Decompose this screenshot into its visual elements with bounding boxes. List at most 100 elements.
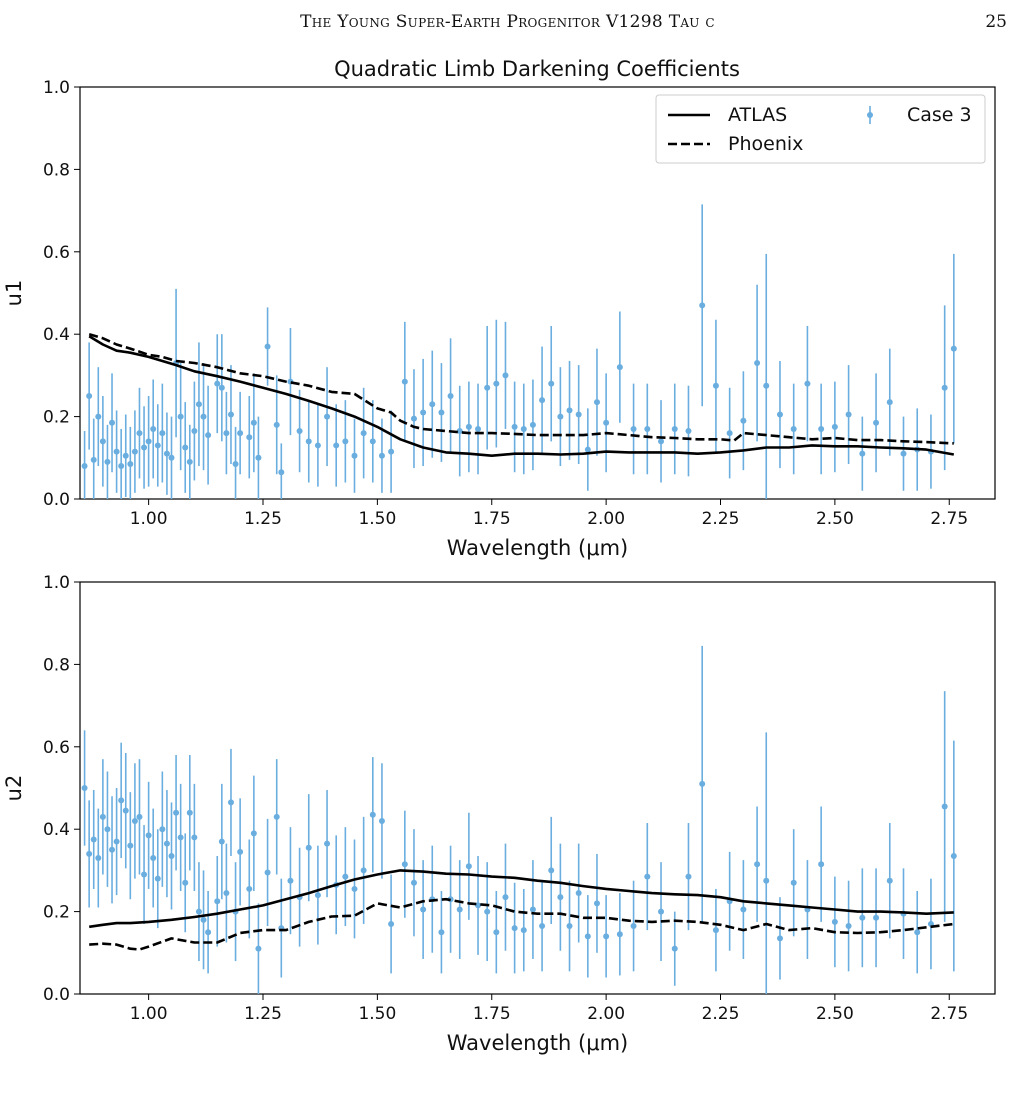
- data-point: [127, 460, 134, 467]
- data-point: [351, 452, 358, 459]
- data-point: [122, 452, 129, 459]
- data-point: [255, 454, 262, 461]
- data-point: [324, 413, 331, 420]
- data-point: [360, 430, 367, 437]
- data-point: [113, 448, 120, 455]
- data-point: [223, 430, 230, 437]
- data-point: [584, 933, 591, 940]
- y-tick-label: 0.0: [43, 985, 70, 1005]
- data-point: [845, 923, 852, 930]
- data-point: [186, 458, 193, 465]
- data-point: [511, 423, 518, 430]
- data-point: [539, 397, 546, 404]
- data-point: [804, 380, 811, 387]
- data-point: [699, 302, 706, 309]
- data-point: [401, 378, 408, 385]
- data-point: [287, 877, 294, 884]
- data-point: [465, 863, 472, 870]
- data-point: [131, 817, 138, 824]
- data-point: [305, 438, 312, 445]
- data-point: [493, 929, 500, 936]
- data-point: [776, 411, 783, 418]
- series-line-phoenix: [89, 897, 954, 951]
- data-point: [378, 452, 385, 459]
- data-point: [475, 902, 482, 909]
- data-point: [671, 945, 678, 952]
- data-point: [900, 450, 907, 457]
- legend: ATLAS Phoenix Case 3: [655, 94, 986, 164]
- data-point: [493, 380, 500, 387]
- data-point: [873, 914, 880, 921]
- data-point: [227, 799, 234, 806]
- data-point: [223, 890, 230, 897]
- data-point: [941, 384, 948, 391]
- data-point: [99, 438, 106, 445]
- data-point: [790, 425, 797, 432]
- data-point: [177, 413, 184, 420]
- y-tick-label: 1.0: [43, 78, 70, 98]
- y-tick-label: 0.6: [43, 738, 70, 758]
- data-point: [127, 842, 134, 849]
- data-point: [182, 444, 189, 451]
- data-point: [671, 425, 678, 432]
- x-axis-label: Wavelength (μm): [447, 1031, 628, 1055]
- data-point: [941, 803, 948, 810]
- x-tick-label: 2.25: [702, 1004, 740, 1024]
- data-point: [712, 927, 719, 934]
- data-point: [250, 419, 257, 426]
- data-point: [255, 945, 262, 952]
- data-point: [296, 428, 303, 435]
- x-tick-label: 2.00: [587, 1004, 625, 1024]
- chart-u1: 1.00 1.25 1.50 1.75 2.00 2.25 2.50 2.75 0.0 0.2 0.…: [2, 78, 996, 560]
- data-point: [168, 454, 175, 461]
- data-point: [566, 407, 573, 414]
- data-point: [548, 380, 555, 387]
- x-tick-label: 1.75: [473, 509, 511, 529]
- data-point: [200, 413, 207, 420]
- data-point: [630, 923, 637, 930]
- data-point: [195, 908, 202, 915]
- data-point: [273, 421, 280, 428]
- data-point: [145, 832, 152, 839]
- data-point: [593, 399, 600, 406]
- running-header: The Young Super-Earth Progenitor V1298 T…: [0, 6, 1015, 36]
- data-point: [740, 906, 747, 913]
- data-point: [699, 780, 706, 787]
- data-point: [831, 423, 838, 430]
- data-point: [603, 933, 610, 940]
- legend-label: ATLAS: [728, 104, 787, 126]
- data-point: [658, 438, 665, 445]
- data-point: [214, 380, 221, 387]
- x-tick-label: 2.50: [816, 1004, 854, 1024]
- data-point: [351, 885, 358, 892]
- data-point: [566, 923, 573, 930]
- data-point: [420, 906, 427, 913]
- y-tick-label: 0.4: [43, 820, 70, 840]
- data-point: [141, 871, 148, 878]
- data-point: [410, 415, 417, 422]
- data-point: [342, 438, 349, 445]
- data-point: [575, 411, 582, 418]
- data-point: [685, 873, 692, 880]
- x-tick-label: 2.50: [816, 509, 854, 529]
- data-point: [712, 382, 719, 389]
- data-point: [685, 428, 692, 435]
- data-point: [145, 438, 152, 445]
- data-point: [630, 425, 637, 432]
- data-point: [246, 434, 253, 441]
- data-point: [914, 929, 921, 936]
- data-point: [141, 444, 148, 451]
- data-point: [264, 869, 271, 876]
- data-point: [369, 811, 376, 818]
- data-point: [104, 826, 111, 833]
- data-point: [369, 438, 376, 445]
- data-point: [122, 807, 129, 814]
- data-point: [177, 834, 184, 841]
- data-point: [95, 855, 102, 862]
- y-tick-label: 0.0: [43, 490, 70, 510]
- data-point: [740, 417, 747, 424]
- data-point: [438, 409, 445, 416]
- chart-u2: 1.00 1.25 1.50 1.75 2.00 2.25 2.50 2.75 0.0 0.2 0.…: [2, 573, 996, 1055]
- data-point: [237, 430, 244, 437]
- plot-frame: [79, 86, 996, 500]
